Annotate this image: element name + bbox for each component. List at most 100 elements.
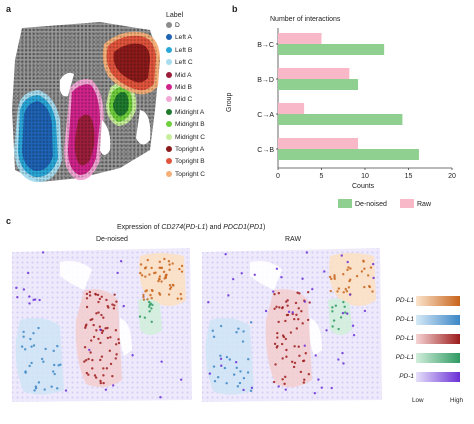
scale-gradient-4 — [416, 372, 460, 382]
expression-spot — [160, 360, 163, 363]
expression-spot — [131, 354, 134, 357]
expression-spot — [302, 359, 306, 362]
expression-spot — [83, 360, 86, 363]
expression-spot — [342, 273, 345, 276]
expression-spot — [346, 260, 349, 264]
expression-spot — [363, 309, 367, 313]
expression-spot — [369, 266, 373, 269]
expression-spot — [280, 275, 283, 279]
legend-label: Topright A — [175, 146, 205, 153]
expression-spot — [329, 289, 332, 293]
expression-spot — [345, 290, 349, 293]
expression-spot — [273, 292, 276, 296]
expression-spot — [98, 325, 102, 328]
expression-spot — [113, 293, 116, 296]
expression-spot — [15, 286, 18, 290]
legend-item-topright-c: Topright C — [166, 170, 205, 178]
legend-item-topright-a: Topright A — [166, 146, 204, 153]
expression-spot — [43, 388, 46, 391]
expression-spot — [285, 313, 289, 317]
expression-spot — [29, 337, 32, 341]
expression-spot — [85, 292, 89, 296]
expression-spot — [352, 333, 356, 337]
expression-spot — [347, 266, 350, 269]
expression-spot — [179, 292, 182, 296]
expression-spot — [306, 290, 310, 294]
expression-spot — [158, 277, 161, 281]
expression-spot — [112, 307, 116, 310]
expression-spot — [337, 327, 340, 331]
expression-spot — [179, 378, 183, 381]
legend-label: Left B — [175, 46, 193, 54]
expression-spot — [216, 376, 220, 379]
expression-spot — [171, 283, 175, 287]
expression-spot — [342, 362, 345, 365]
expression-spot — [160, 280, 163, 283]
gene-pd1: PD1 — [249, 224, 263, 231]
expression-spot — [334, 304, 338, 307]
expression-spot — [339, 316, 343, 319]
expression-spot — [314, 354, 317, 357]
expression-spot — [85, 371, 88, 375]
scale-gradient-2 — [416, 334, 460, 344]
expression-spot — [285, 355, 288, 358]
expression-spot — [333, 277, 336, 281]
expression-spot — [281, 378, 284, 381]
legend-item-topright-b: Topright B — [166, 158, 205, 165]
expression-spot — [176, 297, 179, 300]
legend-item-d: D — [166, 22, 180, 29]
expression-spot — [320, 386, 323, 389]
expression-spot — [28, 302, 31, 305]
legend-dot — [166, 22, 172, 28]
expression-spot — [298, 292, 301, 295]
expression-spot — [301, 277, 304, 280]
expression-spot — [167, 293, 171, 296]
expression-spot — [22, 288, 26, 291]
expression-spot — [295, 313, 298, 317]
x-tick-label-4: 20 — [448, 173, 456, 180]
expression-spot — [168, 268, 171, 271]
expression-spot — [159, 266, 162, 270]
expression-spot — [340, 254, 343, 257]
expression-spot — [303, 300, 307, 303]
expression-spot — [337, 287, 341, 290]
expression-spot — [37, 381, 41, 384]
expression-spot — [235, 331, 238, 334]
expression-spot — [56, 387, 59, 390]
expression-spot — [232, 373, 236, 376]
legend-swatch-raw — [400, 199, 414, 208]
expression-spot — [42, 360, 45, 363]
expression-spot — [330, 277, 333, 281]
expression-spot — [32, 331, 35, 335]
expression-spot — [219, 357, 223, 361]
expression-spot — [111, 374, 114, 378]
expression-spot — [30, 361, 33, 365]
expression-spot — [246, 371, 250, 374]
legend-label-denoised: De-noised — [355, 201, 387, 208]
expression-spot — [44, 347, 47, 351]
expression-spot — [117, 341, 121, 345]
expression-spot — [238, 381, 242, 385]
expression-spot — [83, 346, 87, 349]
expression-spot — [328, 275, 332, 279]
scale-gene-label-0: PD-L1 — [395, 297, 414, 304]
expression-spot — [363, 285, 366, 289]
expression-spot — [88, 290, 92, 294]
expression-spot — [114, 343, 118, 346]
expression-spot — [93, 374, 97, 377]
expression-spot — [284, 337, 288, 341]
scale-gene-label-1: PD-L1 — [395, 316, 414, 323]
expression-spot — [104, 327, 107, 330]
expression-spot — [96, 293, 100, 297]
legend-label: Mid B — [175, 84, 192, 91]
expression-spot — [16, 296, 19, 299]
expression-spot — [114, 329, 118, 332]
expression-spot — [211, 329, 214, 332]
expression-spot — [34, 385, 38, 388]
expression-spot — [97, 337, 100, 341]
expression-spot — [85, 305, 89, 309]
legend-item-midright-a: Midright A — [166, 108, 204, 116]
expression-spot — [89, 318, 92, 322]
